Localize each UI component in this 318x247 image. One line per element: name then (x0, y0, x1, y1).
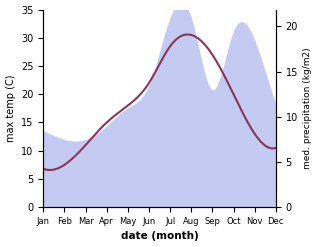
Y-axis label: max temp (C): max temp (C) (5, 75, 16, 142)
X-axis label: date (month): date (month) (121, 231, 198, 242)
Y-axis label: med. precipitation (kg/m2): med. precipitation (kg/m2) (303, 48, 313, 169)
